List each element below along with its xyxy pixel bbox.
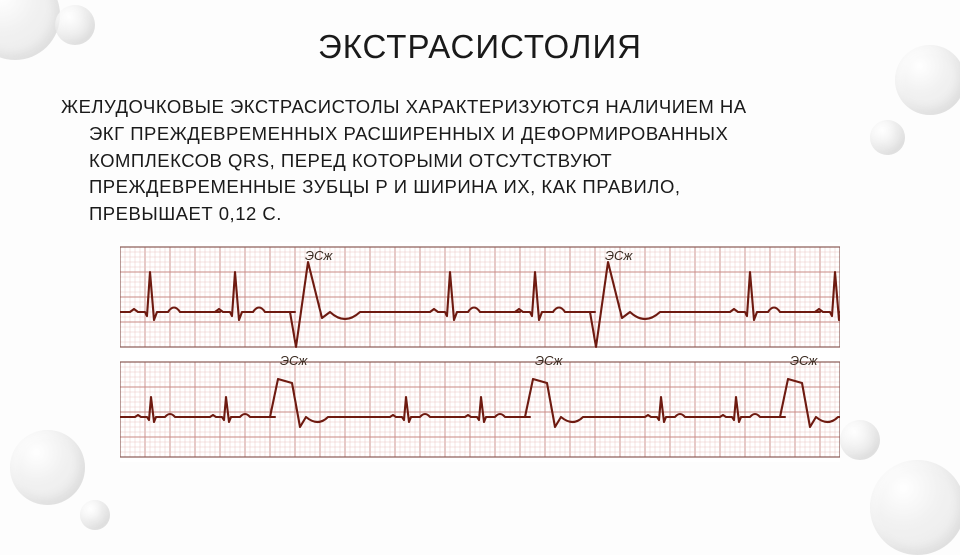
decorative-bubble	[870, 460, 960, 555]
body-line: КОМПЛЕКСОВ QRS, ПЕРЕД КОТОРЫМИ ОТСУТСТВУ…	[61, 148, 895, 175]
svg-text:ЭСж: ЭСж	[605, 248, 633, 263]
slide-body: ЖЕЛУДОЧКОВЫЕ ЭКСТРАСИСТОЛЫ ХАРАКТЕРИЗУЮТ…	[55, 94, 905, 228]
body-line: ЖЕЛУДОЧКОВЫЕ ЭКСТРАСИСТОЛЫ ХАРАКТЕРИЗУЮТ…	[61, 96, 747, 117]
slide-title: ЭКСТРАСИСТОЛИЯ	[55, 28, 905, 66]
ecg-chart: ЭСж ЭСж ЭСж ЭСж ЭСж	[120, 242, 840, 462]
svg-text:ЭСж: ЭСж	[535, 353, 563, 368]
body-line: ПРЕВЫШАЕТ 0,12 С.	[61, 201, 895, 228]
svg-text:ЭСж: ЭСж	[280, 353, 308, 368]
decorative-bubble	[80, 500, 110, 530]
body-line: ПРЕЖДЕВРЕМЕННЫЕ ЗУБЦЫ Р И ШИРИНА ИХ, КАК…	[61, 174, 895, 201]
ecg-figure: ЭСж ЭСж ЭСж ЭСж ЭСж	[120, 242, 840, 462]
body-line: ЭКГ ПРЕЖДЕВРЕМЕННЫХ РАСШИРЕННЫХ И ДЕФОРМ…	[61, 121, 895, 148]
svg-text:ЭСж: ЭСж	[305, 248, 333, 263]
svg-text:ЭСж: ЭСж	[790, 353, 818, 368]
